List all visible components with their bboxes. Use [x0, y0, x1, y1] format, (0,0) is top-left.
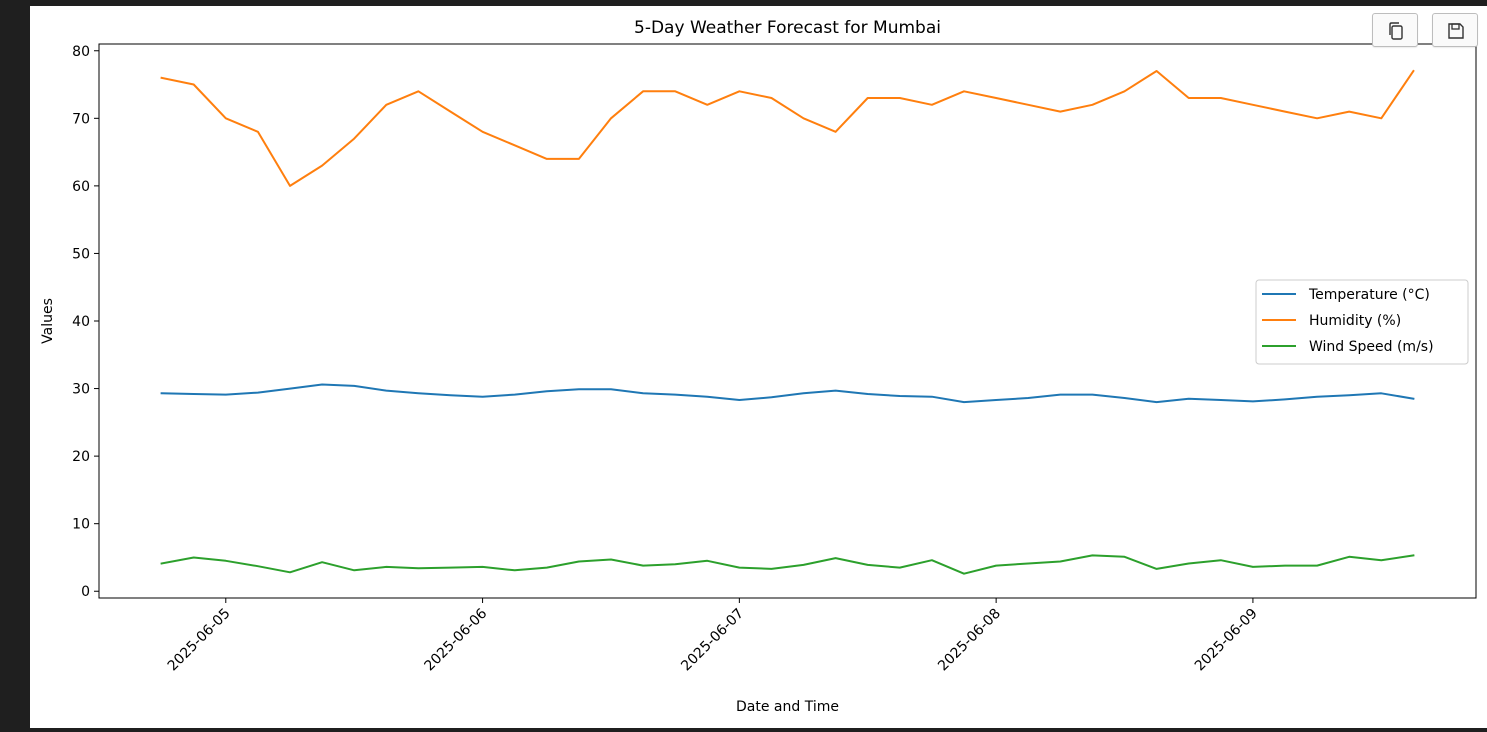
legend-entry-0: Temperature (°C)	[1308, 287, 1430, 303]
series-line-0	[160, 383, 1415, 404]
y-tick-label: 80	[72, 44, 90, 60]
y-axis-label: Values	[40, 298, 56, 344]
y-tick-label: 60	[72, 179, 90, 195]
x-tick-label: 2025-06-05	[165, 606, 234, 675]
line-chart: 0 10 20 30 40 50 60 70 80 2025-06-05 2025-06-06 202…	[40, 18, 1477, 715]
legend-entry-1: Humidity (%)	[1309, 313, 1401, 329]
y-tick-label: 20	[72, 449, 90, 465]
series-line-1	[160, 69, 1415, 187]
copy-icon	[1389, 22, 1403, 40]
save-button[interactable]	[1432, 13, 1478, 47]
x-tick-label: 2025-06-06	[422, 605, 491, 674]
x-tick-label: 2025-06-08	[935, 606, 1004, 675]
floppy-disk-icon	[1448, 23, 1464, 39]
y-tick-label: 70	[72, 111, 90, 127]
x-tick-label: 2025-06-07	[678, 606, 747, 675]
y-tick-label: 50	[72, 246, 90, 262]
x-axis-label: Date and Time	[736, 699, 839, 715]
series-line-2	[160, 554, 1415, 575]
x-tick-label: 2025-06-09	[1192, 606, 1261, 675]
legend-entry-2: Wind Speed (m/s)	[1309, 339, 1434, 355]
y-tick-label: 0	[81, 584, 90, 600]
legend-box	[1255, 279, 1469, 365]
y-tick-label: 30	[72, 382, 90, 398]
figure: 0 10 20 30 40 50 60 70 80 2025-06-05 2025-06-06 202…	[30, 6, 1487, 728]
chart-title: 5-Day Weather Forecast for Mumbai	[634, 18, 941, 38]
copy-button[interactable]	[1372, 13, 1418, 47]
y-tick-label: 40	[72, 314, 90, 330]
y-tick-label: 10	[72, 517, 90, 533]
